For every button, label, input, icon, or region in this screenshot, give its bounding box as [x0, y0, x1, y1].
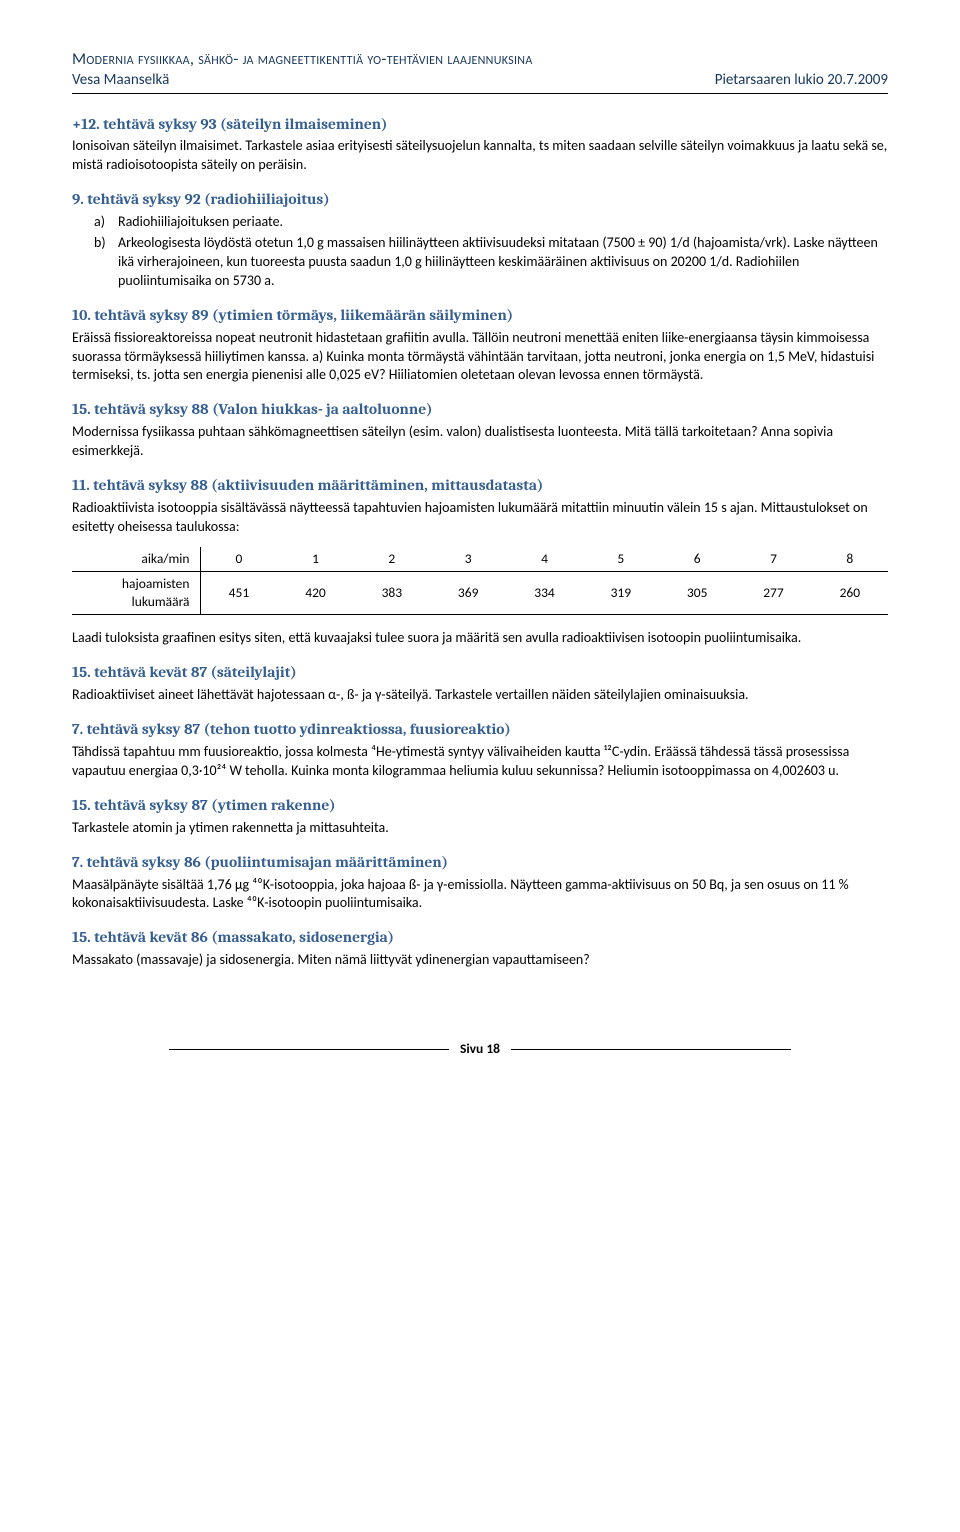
section-para-7: Tähdissä tapahtuu mm fuusioreaktio, joss… [72, 743, 888, 781]
table-cell: 3 [430, 547, 506, 572]
page-header: Modernia fysiikkaa, sähkö- ja magneettik… [72, 48, 888, 94]
section-para-6: Radioaktiiviset aineet lähettävät hajote… [72, 686, 888, 705]
header-title: Modernia fysiikkaa, sähkö- ja magneettik… [72, 48, 888, 70]
footer-rule-left [169, 1049, 449, 1050]
section-title-3: 10. tehtävä syksy 89 (ytimien törmäys, l… [72, 305, 888, 326]
list-text-a: Radiohiiliajoituksen periaate. [118, 213, 888, 232]
table-cell: 2 [354, 547, 430, 572]
list-item-a: a) Radiohiiliajoituksen periaate. [94, 213, 888, 232]
table-cell: 1 [277, 547, 353, 572]
section-para-5: Radioaktiivista isotooppia sisältävässä … [72, 499, 888, 537]
footer-rule-right [511, 1049, 791, 1050]
table-cell: 420 [277, 571, 353, 614]
section-para-8: Tarkastele atomin ja ytimen rakennetta j… [72, 819, 888, 838]
section-para-5b: Laadi tuloksista graafinen esitys siten,… [72, 629, 888, 648]
table-cell: 451 [200, 571, 277, 614]
table-cell: 260 [812, 571, 888, 614]
table-cell: 369 [430, 571, 506, 614]
table-cell: 7 [735, 547, 811, 572]
table-row: hajoamisten lukumäärä 451 420 383 369 33… [72, 571, 888, 614]
section-para-3: Eräissä fissioreaktoreissa nopeat neutro… [72, 329, 888, 386]
header-right: Pietarsaaren lukio 20.7.2009 [715, 70, 888, 90]
section-title-4: 15. tehtävä syksy 88 (Valon hiukkas- ja … [72, 399, 888, 420]
list-marker: a) [94, 213, 118, 232]
header-author: Vesa Maanselkä [72, 70, 169, 90]
table-cell: 6 [659, 547, 735, 572]
section-title-2: 9. tehtävä syksy 92 (radiohiiliajoitus) [72, 189, 888, 210]
list-marker: b) [94, 234, 118, 291]
section-para-1: Ionisoivan säteilyn ilmaisimet. Tarkaste… [72, 137, 888, 175]
section-title-8: 15. tehtävä syksy 87 (ytimen rakenne) [72, 795, 888, 816]
table-cell: 277 [735, 571, 811, 614]
section-title-5: 11. tehtävä syksy 88 (aktiivisuuden määr… [72, 475, 888, 496]
footer-page-number: Sivu 18 [460, 1040, 500, 1057]
list-item-b: b) Arkeologisesta löydöstä otetun 1,0 g … [94, 234, 888, 291]
table-cell: 383 [354, 571, 430, 614]
table-cell: 4 [506, 547, 582, 572]
section-para-4: Modernissa fysiikassa puhtaan sähkömagne… [72, 423, 888, 461]
table-cell: 5 [583, 547, 659, 572]
header-subline: Vesa Maanselkä Pietarsaaren lukio 20.7.2… [72, 70, 888, 90]
measurements-table: aika/min 0 1 2 3 4 5 6 7 8 hajoamisten l… [72, 547, 888, 616]
data-table: aika/min 0 1 2 3 4 5 6 7 8 hajoamisten l… [72, 547, 888, 616]
table-row-label: aika/min [72, 547, 200, 572]
section-title-7: 7. tehtävä syksy 87 (tehon tuotto ydinre… [72, 719, 888, 740]
section-title-6: 15. tehtävä kevät 87 (säteilylajit) [72, 662, 888, 683]
section-title-9: 7. tehtävä syksy 86 (puoliintumisajan mä… [72, 852, 888, 873]
section-title-1: +12. tehtävä syksy 93 (säteilyn ilmaisem… [72, 114, 888, 135]
table-row-label: hajoamisten lukumäärä [72, 571, 200, 614]
section-para-9: Maasälpänäyte sisältää 1,76 µg ⁴⁰K-isoto… [72, 876, 888, 914]
table-cell: 334 [506, 571, 582, 614]
list-s2: a) Radiohiiliajoituksen periaate. b) Ark… [94, 213, 888, 291]
table-cell: 305 [659, 571, 735, 614]
table-cell: 8 [812, 547, 888, 572]
list-text-b: Arkeologisesta löydöstä otetun 1,0 g mas… [118, 234, 888, 291]
page-footer: Sivu 18 [72, 1040, 888, 1059]
table-cell: 0 [200, 547, 277, 572]
table-cell: 319 [583, 571, 659, 614]
section-para-10: Massakato (massavaje) ja sidosenergia. M… [72, 951, 888, 970]
table-row: aika/min 0 1 2 3 4 5 6 7 8 [72, 547, 888, 572]
section-title-10: 15. tehtävä kevät 86 (massakato, sidosen… [72, 927, 888, 948]
